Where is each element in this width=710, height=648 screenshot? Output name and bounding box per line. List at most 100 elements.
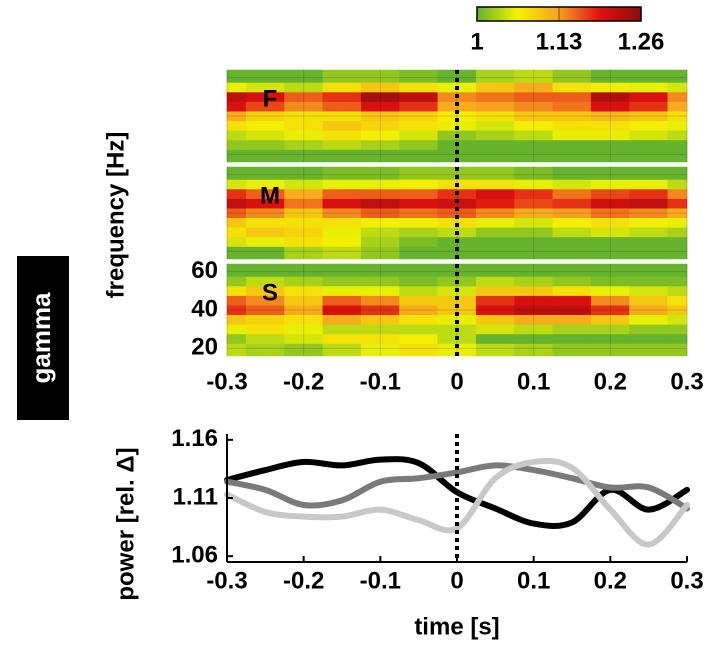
- heatmap-cell: [475, 314, 515, 325]
- heatmap-cell: [475, 188, 515, 199]
- heatmap-cell: [552, 179, 592, 190]
- heatmap-cell: [322, 166, 362, 180]
- heatmap-cell: [322, 139, 362, 150]
- heatmap-cell: [399, 188, 439, 199]
- heatmap-cell: [322, 91, 362, 102]
- x-tick-label: 0.3: [670, 567, 703, 594]
- heatmap-cell: [667, 130, 688, 141]
- x-tick-label: 0.3: [670, 368, 703, 395]
- panel-label: F: [263, 85, 278, 112]
- colorbar-tick-label: 1.13: [536, 28, 583, 55]
- heatmap-cell: [322, 101, 362, 112]
- heatmap-cell: [322, 227, 362, 238]
- heatmap-cell: [399, 130, 439, 141]
- heatmap-cell: [322, 276, 362, 287]
- heatmap-cell: [399, 69, 439, 83]
- heatmap-cell: [399, 198, 439, 209]
- heatmap-cell: [475, 130, 515, 141]
- heatmap-cell: [667, 139, 688, 150]
- heatmap-cell: [667, 324, 688, 335]
- heatmap-cell: [322, 314, 362, 325]
- heatmap-cell: [629, 139, 669, 150]
- heatmap-cell: [226, 285, 247, 296]
- heatmap-cell: [629, 314, 669, 325]
- y-tick-label: 1.11: [173, 483, 218, 510]
- heatmap-cell: [475, 82, 515, 93]
- heatmap-cell: [399, 324, 439, 335]
- heatmap-cell: [322, 333, 362, 344]
- heatmap-cell: [399, 276, 439, 287]
- heatmap-cell: [629, 120, 669, 131]
- heatmap-cell: [399, 285, 439, 296]
- heatmap-cell: [322, 188, 362, 199]
- heatmap-cell: [245, 120, 285, 131]
- heatmap-cell: [399, 217, 439, 228]
- heatmap-cell: [629, 82, 669, 93]
- heatmap-cell: [667, 333, 688, 344]
- heatmap-cell: [322, 69, 362, 83]
- heatmap-cell: [245, 139, 285, 150]
- heatmap-cell: [245, 263, 285, 277]
- heatmap-cell: [667, 179, 688, 190]
- heatmap-cell: [399, 91, 439, 102]
- heatmap-cell: [629, 263, 669, 277]
- heatmap-cell: [667, 166, 688, 180]
- side-label-box: [17, 256, 69, 420]
- heatmap-cell: [226, 276, 247, 287]
- heatmap-cell: [552, 314, 592, 325]
- heatmap-cell: [475, 166, 515, 180]
- heatmap-cell: [399, 179, 439, 190]
- heatmap-cell: [475, 149, 515, 163]
- heatmap-cell: [322, 246, 362, 260]
- heatmap-cell: [552, 227, 592, 238]
- heatmap-cell: [226, 120, 247, 131]
- heatmap-cell: [322, 263, 362, 277]
- heatmap-cell: [629, 276, 669, 287]
- heatmap-cell: [475, 295, 515, 306]
- colorbar-tick-label: 1: [470, 28, 483, 55]
- heatmap-cell: [667, 198, 688, 209]
- heatmap-cell: [667, 263, 688, 277]
- heatmap-cell: [226, 324, 247, 335]
- panel-label: S: [262, 279, 278, 306]
- heatmap-cell: [226, 333, 247, 344]
- heatmap-cell: [629, 179, 669, 190]
- heatmap-cell: [475, 246, 515, 260]
- heatmap-cell: [245, 314, 285, 325]
- heatmap-cell: [552, 236, 592, 247]
- heatmap-cell: [245, 246, 285, 260]
- heatmap-cell: [226, 69, 247, 83]
- x-tick-label: 0: [450, 567, 463, 594]
- side-label: gamma: [26, 292, 56, 384]
- colorbar-tick-label: 1.26: [618, 28, 665, 55]
- heatmap-cell: [552, 69, 592, 83]
- heatmap-cell: [552, 198, 592, 209]
- heatmap-cell: [245, 236, 285, 247]
- heatmap-cell: [552, 276, 592, 287]
- heatmap-cell: [322, 198, 362, 209]
- x-tick-label: -0.3: [206, 368, 247, 395]
- heatmap-cell: [245, 333, 285, 344]
- heatmap-cell: [399, 295, 439, 306]
- heatmap-cell: [322, 179, 362, 190]
- heatmap-cell: [667, 120, 688, 131]
- heatmap-cell: [629, 101, 669, 112]
- heatmap-cell: [552, 295, 592, 306]
- heatmap-cell: [629, 166, 669, 180]
- heatmap-cell: [667, 101, 688, 112]
- heatmap-cell: [552, 263, 592, 277]
- heatmap-cell: [399, 149, 439, 163]
- heatmap-cell: [629, 227, 669, 238]
- heatmap-cell: [226, 217, 247, 228]
- x-tick-label: 0: [450, 368, 463, 395]
- x-tick-label: 0.2: [594, 368, 627, 395]
- heatmap-cell: [552, 101, 592, 112]
- heatmap-cell: [552, 333, 592, 344]
- heatmap-cell: [475, 324, 515, 335]
- heatmap-cell: [245, 227, 285, 238]
- data-line: [224, 457, 690, 548]
- heatmap-cell: [226, 295, 247, 306]
- heatmap-cell: [667, 227, 688, 238]
- heatmap-cell: [629, 217, 669, 228]
